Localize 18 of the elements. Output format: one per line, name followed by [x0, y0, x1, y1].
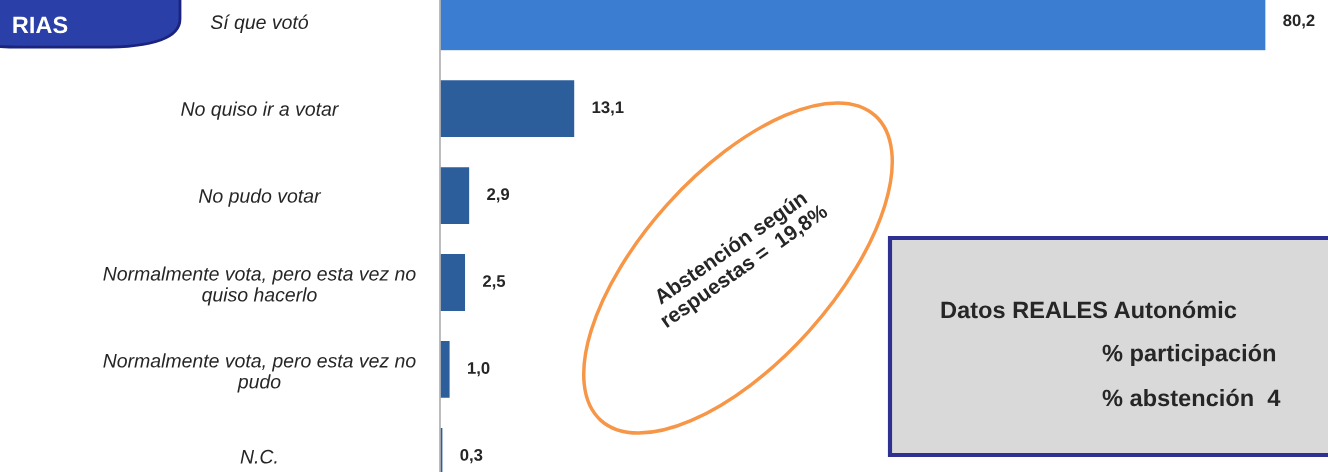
bar: [440, 165, 471, 226]
data-label: 2,9: [487, 188, 510, 203]
bar: [440, 252, 467, 313]
data-label: 2,5: [482, 275, 506, 290]
annotation: Datos REALES Autonómic: [941, 300, 1237, 319]
y-tick-label: No pudo votar: [198, 188, 322, 207]
annotation: % abstención 4: [1102, 388, 1281, 407]
data-label: 13,1: [592, 101, 624, 116]
y-tick-label: Normalmente vota, pero esta vez no pudo: [103, 353, 416, 393]
text: RIAS: [13, 16, 68, 34]
y-tick-label: N.C.: [240, 449, 277, 464]
data-label: 0,3: [460, 449, 483, 464]
annotation: % participación: [1102, 343, 1276, 367]
data-label: 1,0: [468, 362, 490, 377]
y-tick-label: Sí que votó: [210, 14, 309, 33]
y-tick-label: Normalmente vota, pero esta vez no quiso hacerlo: [103, 266, 416, 306]
y-tick-label: No quiso ir a votar: [181, 101, 339, 120]
data-label: 80,2: [1283, 14, 1315, 29]
